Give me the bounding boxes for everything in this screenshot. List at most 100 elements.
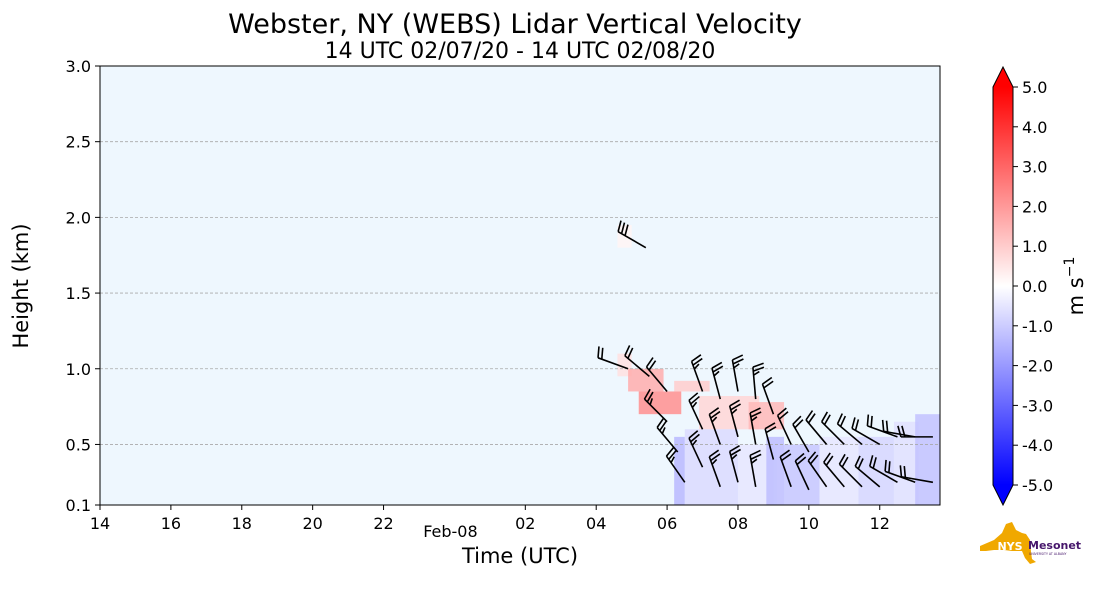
wind-barb <box>854 455 881 488</box>
colorbar-ticks: 5.0 4.0 3.0 2.0 1.0 0.0 -1.0 -2.0 -3.0 -4.0 -5.0 <box>1013 78 1053 495</box>
colorbar-tick-label: 5.0 <box>1022 78 1047 97</box>
logo-text-sub: UNIVERSITY AT ALBANY <box>1029 552 1067 556</box>
colorbar-scale <box>993 87 1013 485</box>
velocity-cell <box>674 380 710 392</box>
wind-barb <box>708 449 722 488</box>
x-tick-label: 16 <box>161 514 181 533</box>
x-tick-label: 22 <box>373 514 393 533</box>
wind-barb <box>665 446 686 483</box>
y-tick-label: 0.1 <box>66 496 91 515</box>
colorbar-tick-label: 1.0 <box>1022 237 1047 256</box>
velocity-cell <box>819 436 859 505</box>
wind-barb <box>899 465 934 484</box>
x-tick-label: 06 <box>657 514 677 533</box>
wind-barb <box>764 422 777 460</box>
colorbar-tick-label: 0.0 <box>1022 277 1047 296</box>
colorbar-label: m s−1 <box>1062 257 1088 316</box>
colorbar-label-exponent: −1 <box>1062 257 1078 278</box>
wind-barb <box>776 407 792 445</box>
x-tick-label: 18 <box>232 514 252 533</box>
x-tick-label: 20 <box>302 514 322 533</box>
colorbar-tick-label: -4.0 <box>1022 436 1053 455</box>
wind-barb <box>794 452 810 491</box>
wind-barb <box>805 410 828 445</box>
y-tick-label: 2.5 <box>66 133 91 152</box>
wind-barb <box>688 392 704 430</box>
x-tick-label: 08 <box>728 514 748 533</box>
y-tick-label: 3.0 <box>66 57 91 76</box>
wind-barb <box>728 399 741 438</box>
ny-state-shape <box>980 522 1036 564</box>
logo-text-mesonet: Mesonet <box>1028 539 1081 552</box>
chart-title: Webster, NY (WEBS) Lidar Vertical Veloci… <box>228 9 802 40</box>
colorbar-tick-label: 2.0 <box>1022 197 1047 216</box>
colorbar-extend-min <box>993 485 1013 505</box>
wind-barb <box>836 413 863 446</box>
wind-barb <box>866 414 898 438</box>
colorbar-tick-label: -2.0 <box>1022 357 1053 376</box>
wind-barb <box>624 345 650 377</box>
y-axis: 0.1 0.5 1.0 1.5 2.0 2.5 3.0 <box>66 57 100 515</box>
wind-barb <box>807 451 828 488</box>
velocity-cell <box>684 429 738 505</box>
plot-frame <box>99 65 941 506</box>
wind-barbs <box>597 220 934 491</box>
velocity-cell <box>674 436 685 505</box>
wind-barb <box>597 346 629 370</box>
y-tick-label: 0.5 <box>66 435 91 454</box>
plot-background <box>100 66 940 505</box>
wind-barb <box>688 430 704 468</box>
velocity-cell <box>628 368 664 392</box>
colorbar-tick-label: -1.0 <box>1022 317 1053 336</box>
chart-subtitle: 14 UTC 02/07/20 - 14 UTC 02/08/20 <box>325 39 716 64</box>
wind-barb <box>838 453 863 488</box>
colorbar-tick-label: -3.0 <box>1022 396 1053 415</box>
wind-barb <box>690 354 704 392</box>
colorbar-tick-label: 3.0 <box>1022 158 1047 177</box>
colorbar-tick-label: 4.0 <box>1022 118 1047 137</box>
y-tick-label: 1.0 <box>66 360 91 379</box>
wind-barb <box>792 415 810 453</box>
x-date-label: Feb-08 <box>423 522 477 541</box>
y-axis-label: Height (km) <box>9 223 33 348</box>
x-axis: 14 16 18 20 22 02 04 06 08 10 12 Feb-08 <box>90 505 890 541</box>
velocity-cell <box>915 414 940 505</box>
grid-lines <box>100 141 940 445</box>
x-tick-label: 04 <box>586 514 606 533</box>
wind-barb <box>708 407 722 445</box>
colorbar-extend-max <box>993 67 1013 87</box>
wind-barb <box>761 376 775 415</box>
plot-area <box>99 65 941 506</box>
wind-barb <box>779 449 792 488</box>
colorbar-label-unit: m s <box>1064 277 1088 315</box>
wind-barb <box>617 220 647 249</box>
y-tick-label: 1.5 <box>66 284 91 303</box>
wind-barb <box>752 362 765 400</box>
wind-barb <box>731 354 744 392</box>
x-axis-label: Time (UTC) <box>461 544 578 568</box>
wind-barb <box>884 459 916 484</box>
y-tick-label: 2.0 <box>66 208 91 227</box>
wind-barb <box>897 425 933 438</box>
wind-barb <box>749 407 762 445</box>
wind-barb <box>823 452 845 488</box>
wind-barb <box>851 417 881 446</box>
velocity-cell <box>617 224 632 248</box>
colorbar: 5.0 4.0 3.0 2.0 1.0 0.0 -1.0 -2.0 -3.0 -4.0 -5.0 m… <box>992 65 1088 507</box>
logo-text-nys: NYS <box>997 540 1022 553</box>
wind-barb <box>711 361 724 400</box>
x-tick-label: 14 <box>90 514 110 533</box>
wind-barb <box>749 449 762 487</box>
x-tick-label: 02 <box>515 514 535 533</box>
colorbar-tick-label: -5.0 <box>1022 476 1053 495</box>
wind-barb <box>645 357 668 392</box>
wind-barb <box>868 455 898 483</box>
wind-barb <box>656 417 679 453</box>
wind-barb <box>820 411 845 446</box>
x-tick-label: 10 <box>799 514 819 533</box>
velocity-cell <box>858 436 894 505</box>
x-tick-label: 12 <box>870 514 890 533</box>
nys-mesonet-logo: NYS Mesonet UNIVERSITY AT ALBANY <box>980 522 1081 564</box>
wind-barb <box>728 444 741 483</box>
